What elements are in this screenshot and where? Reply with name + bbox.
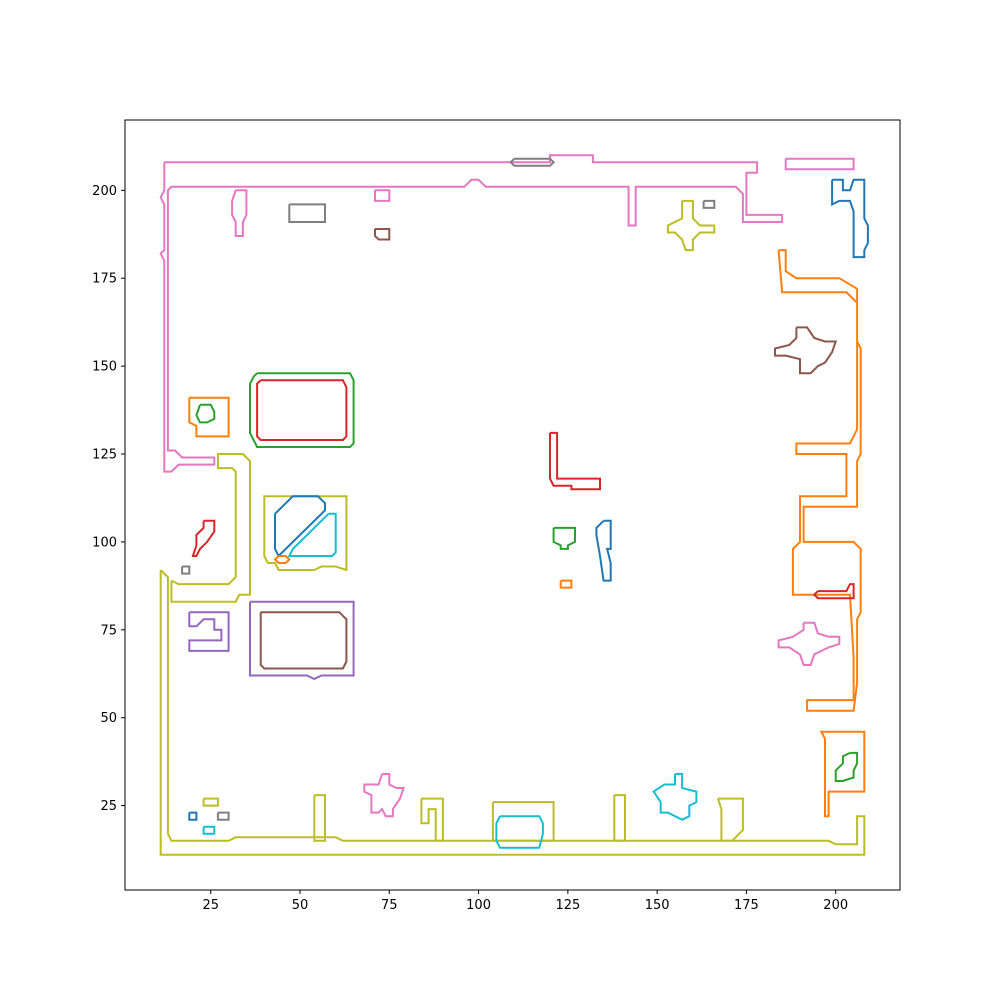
contour-line-4	[420, 797, 444, 842]
contour-line-33	[812, 583, 855, 600]
axes-frame	[124, 119, 901, 891]
axes-background	[125, 120, 900, 890]
x-tick-label: 100	[466, 898, 491, 913]
contour-line-3	[313, 794, 326, 842]
y-tick-label: 175	[92, 272, 117, 287]
x-tick-label: 50	[292, 898, 309, 913]
y-tick-label: 150	[92, 360, 117, 375]
contour-line-40	[652, 773, 698, 821]
plot-area	[124, 119, 901, 891]
y-axis: 25 50 75 100 125 150 175 200	[92, 184, 125, 814]
x-tick-label: 175	[734, 898, 759, 913]
contour-line-5	[491, 801, 555, 842]
contour-line-18	[702, 199, 716, 209]
contour-line-29	[181, 565, 191, 575]
contour-line-24	[263, 495, 348, 572]
contour-line-12	[831, 178, 869, 259]
y-tick-label: 50	[100, 711, 117, 726]
contour-line-32	[559, 579, 573, 589]
y-tick-label: 200	[92, 184, 117, 199]
contour-line-37	[777, 621, 841, 666]
contour-line-13	[231, 189, 248, 237]
contour-line-38	[774, 326, 838, 375]
x-axis: 25 50 75 100 125 150 175 200	[202, 890, 848, 913]
contour-line-28	[191, 519, 216, 557]
contour-line-42	[834, 751, 859, 782]
contour-line-20	[195, 403, 216, 424]
contour-line-31	[595, 519, 612, 582]
contour-line-17	[666, 199, 716, 252]
contour-line-43	[202, 797, 219, 807]
contour-line-14	[288, 203, 326, 223]
contour-line-25	[274, 495, 326, 558]
contour-line-36	[259, 611, 348, 670]
contour-line-9	[819, 730, 866, 818]
x-tick-label: 150	[645, 898, 670, 913]
contour-line-6	[613, 794, 626, 842]
contour-line-22	[256, 379, 348, 441]
x-tick-label: 75	[381, 898, 398, 913]
x-tick-label: 200	[823, 898, 848, 913]
contour-line-1	[159, 569, 866, 856]
y-tick-label: 100	[92, 535, 117, 550]
contour-line-21	[249, 372, 355, 448]
contour-line-15	[374, 189, 391, 202]
contour-line-10	[784, 157, 855, 171]
contour-line-46	[202, 825, 216, 835]
contour-line-19	[188, 396, 230, 438]
x-tick-label: 125	[555, 898, 580, 913]
y-tick-label: 75	[100, 623, 117, 638]
contour-line-8	[777, 249, 862, 712]
contour-line-2	[170, 453, 251, 603]
contour-line-27	[273, 555, 291, 564]
contour-line-39	[363, 773, 405, 818]
y-tick-label: 125	[92, 448, 117, 463]
contour-line-7	[716, 797, 744, 842]
contour-line-34	[188, 611, 230, 652]
y-tick-label: 25	[100, 799, 117, 814]
contour-line-44	[188, 811, 198, 821]
contour-line-35	[249, 600, 355, 681]
contour-line-41	[495, 815, 544, 849]
contour-line-0	[159, 154, 784, 473]
contour-line-26	[287, 512, 337, 557]
contour-line-11	[509, 157, 556, 167]
contour-line-30	[552, 526, 576, 550]
series-layer	[159, 154, 869, 856]
contour-line-45	[216, 811, 230, 821]
x-tick-label: 25	[202, 898, 219, 913]
contour-line-16	[374, 228, 391, 241]
contour-line-23	[549, 431, 601, 491]
